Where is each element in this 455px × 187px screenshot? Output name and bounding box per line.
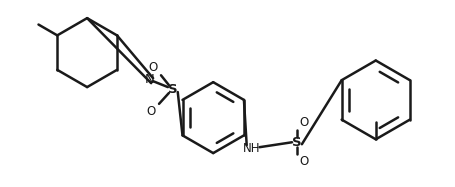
Text: O: O [299, 116, 308, 129]
Text: S: S [292, 136, 302, 149]
Text: S: S [168, 83, 177, 96]
Text: O: O [147, 105, 156, 118]
Text: N: N [144, 73, 154, 86]
Text: O: O [148, 61, 158, 74]
Text: NH: NH [243, 142, 260, 155]
Text: O: O [299, 155, 308, 168]
